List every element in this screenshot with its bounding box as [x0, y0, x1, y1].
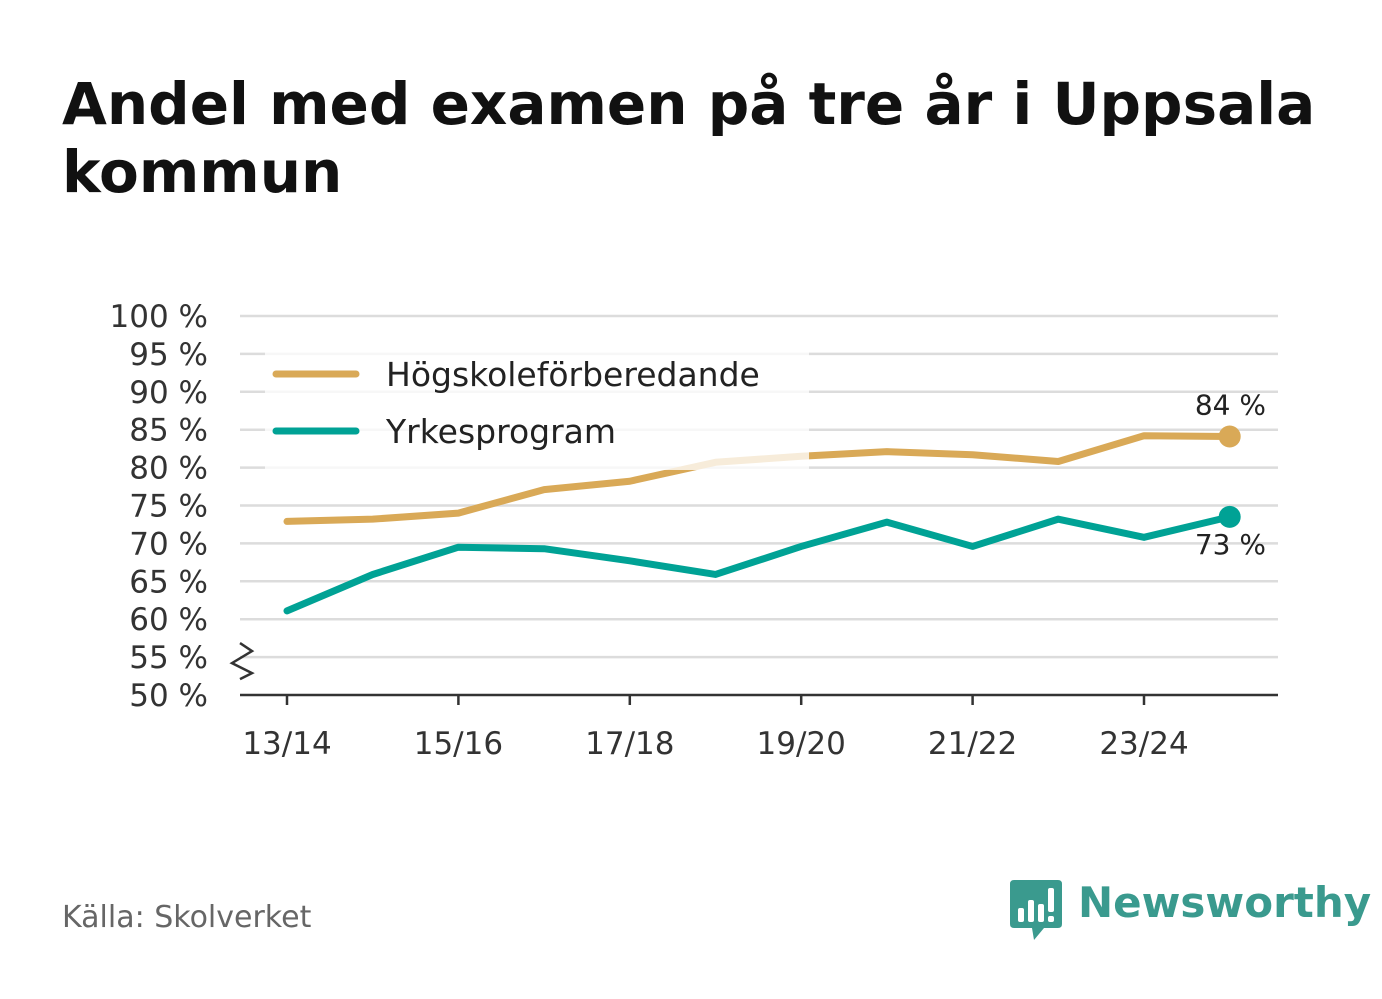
y-axis-ticks: 50 %55 %60 %65 %70 %75 %80 %85 %90 %95 %…	[110, 299, 255, 714]
y-tick-label: 70 %	[129, 526, 208, 562]
y-tick-label: 90 %	[129, 375, 208, 411]
legend-background	[265, 348, 809, 470]
brand-name: Newsworthy	[1078, 878, 1372, 927]
y-tick-label: 55 %	[129, 640, 208, 676]
end-point-marker	[1218, 425, 1241, 448]
legend-label: Högskoleförberedande	[386, 355, 760, 394]
legend: Högskoleförberedande Yrkesprogram	[265, 348, 809, 470]
legend-label: Yrkesprogram	[385, 412, 616, 451]
y-tick-label: 100 %	[110, 299, 208, 335]
y-tick-label: 80 %	[129, 451, 208, 487]
end-point-marker	[1218, 505, 1241, 528]
x-tick-label: 21/22	[928, 726, 1017, 762]
end-value-label: 73 %	[1195, 528, 1266, 561]
source-note: Källa: Skolverket	[62, 900, 312, 935]
end-value-label: 84 %	[1195, 389, 1266, 422]
x-tick-label: 13/14	[242, 726, 331, 762]
newsworthy-logo-icon	[1010, 880, 1062, 940]
y-tick-label: 60 %	[129, 602, 208, 638]
chart-title: Andel med examen på tre år i Uppsala kom…	[62, 70, 1316, 206]
y-tick-label: 75 %	[129, 489, 208, 525]
y-tick-label: 95 %	[129, 337, 208, 373]
x-tick-label: 19/20	[757, 726, 846, 762]
x-tick-label: 23/24	[1099, 726, 1188, 762]
axis-break-icon	[229, 642, 255, 681]
x-axis: 13/14 15/16 17/18 19/20 21/22 23/24	[240, 693, 1278, 762]
x-tick-label: 15/16	[414, 726, 503, 762]
y-tick-label: 85 %	[129, 413, 208, 449]
end-markers: 84 % 73 %	[1195, 389, 1266, 561]
series-line-yrkesprogram	[283, 513, 1234, 615]
y-tick-label: 50 %	[129, 678, 208, 714]
y-tick-label: 65 %	[129, 564, 208, 600]
x-tick-label: 17/18	[585, 726, 674, 762]
